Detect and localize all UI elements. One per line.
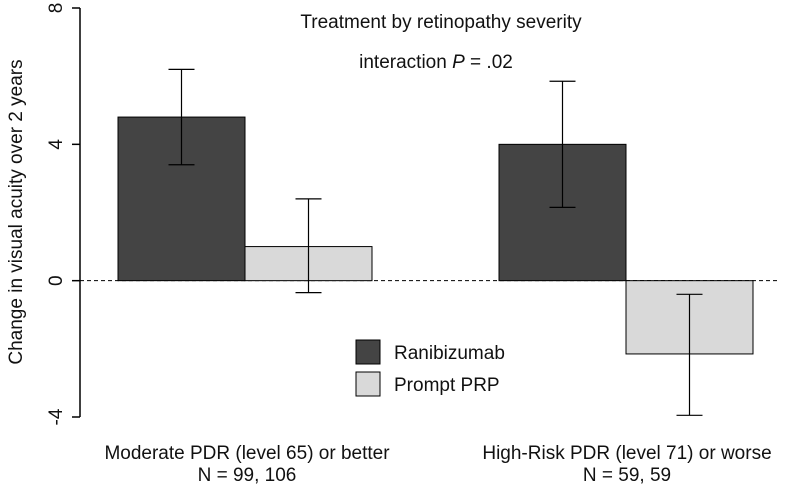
- error-bars: [168, 68, 703, 416]
- chart-title: Treatment by retinopathy severity: [300, 12, 582, 33]
- chart-subtitle: interaction P = .02: [359, 52, 513, 73]
- error-bar-prompt-prp-group-2: [676, 293, 703, 416]
- y-tick-label: 4: [46, 139, 67, 150]
- y-ticks: -4 0 4 8: [46, 3, 80, 425]
- error-bar-prompt-prp-group-1: [295, 198, 322, 294]
- group-label-moderate: Moderate PDR (level 65) or better: [104, 443, 390, 464]
- subtitle-prefix: interaction: [359, 52, 452, 73]
- legend-label-ranibizumab: Ranibizumab: [394, 343, 505, 364]
- bars: [117, 116, 754, 355]
- subtitle-suffix: = .02: [465, 52, 513, 73]
- y-tick-label: 0: [46, 275, 67, 286]
- y-tick-label: 8: [46, 3, 67, 14]
- legend-label-prompt-prp: Prompt PRP: [394, 375, 500, 396]
- y-tick-label: -4: [46, 408, 67, 425]
- y-axis-label: Change in visual acuity over 2 years: [6, 59, 27, 364]
- group-label-high-risk: High-Risk PDR (level 71) or worse: [482, 443, 771, 464]
- legend: Ranibizumab Prompt PRP: [355, 339, 505, 397]
- legend-swatch-ranibizumab: [355, 339, 381, 365]
- error-bar-ranibizumab-group-2: [549, 80, 576, 208]
- error-bar-ranibizumab-group-1: [168, 68, 195, 166]
- subtitle-p-symbol: P: [452, 52, 465, 73]
- group-n-moderate: N = 99, 106: [198, 465, 297, 486]
- group-n-high-risk: N = 59, 59: [583, 465, 671, 486]
- legend-swatch-prompt-prp: [355, 371, 381, 397]
